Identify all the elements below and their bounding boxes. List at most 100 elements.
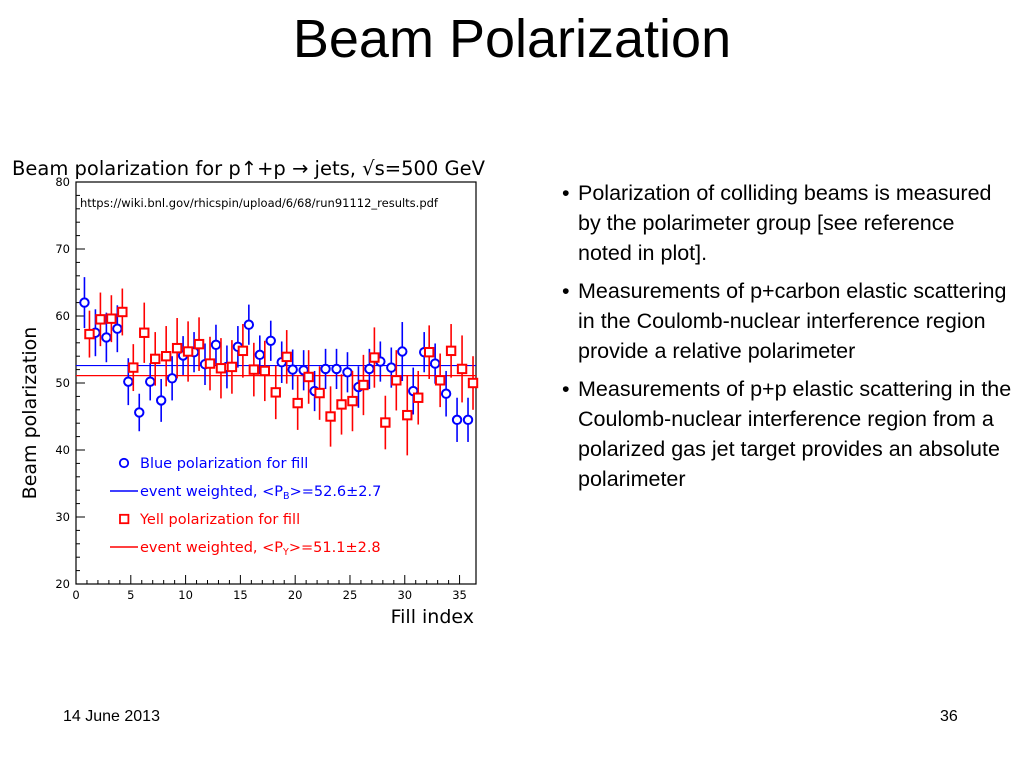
x-tick-label: 10 [178,588,193,602]
axis-ticks: 0 5 10 15 20 25 30 35 20 30 40 50 60 70 80 [55,175,467,602]
yellow-point [270,387,281,398]
bullet-text: Measurements of p+p elastic scattering i… [578,377,1012,491]
reference-url: https://wiki.bnl.gov/rhicspin/upload/6/6… [80,196,439,210]
y-tick-label: 40 [55,443,70,457]
x-tick-label: 25 [343,588,358,602]
bullet-text: Measurements of p+carbon elastic scatter… [578,279,1007,363]
yellow-point [358,379,369,391]
blue-point [254,349,266,361]
x-tick-label: 20 [288,588,303,602]
chart-legend: Blue polarization for fill event weighted… [110,456,381,558]
legend-label: Yell polarization for fill [139,512,300,528]
yellow-point [193,338,205,350]
yellow-point [281,351,292,363]
yellow-point [150,353,161,365]
blue-point [331,363,342,375]
blue-point [287,364,298,375]
y-tick-label: 20 [55,577,70,591]
blue-point [440,388,452,399]
legend-label-prefix: event weighted, <P [140,540,283,556]
blue-point [429,358,441,369]
footer-date: 14 June 2013 [63,708,160,725]
bullet-dot: • [562,279,570,303]
y-tick-label: 50 [55,376,70,390]
x-axis-label: Fill index [391,606,474,628]
blue-point [397,346,408,357]
yellow-point [84,328,95,340]
yellow-point [204,358,216,369]
y-tick-label: 30 [55,510,70,524]
x-tick-label: 5 [127,588,134,602]
yellow-point [325,411,336,422]
blue-point [123,376,134,387]
yellow-point [95,314,106,325]
blue-point [155,395,167,406]
yellow-point [456,363,468,375]
yellow-point [423,346,435,358]
yellow-point [347,395,358,407]
bullet-dot: • [562,377,570,401]
blue-point [462,414,474,426]
yellow-point [128,362,139,373]
blue-point [79,297,90,308]
yellow-point [467,377,479,389]
blue-point [112,323,123,334]
legend-label: Blue polarization for fill [140,456,308,472]
yellow-point [413,392,424,403]
blue-point [386,362,397,373]
blue-point [451,414,463,426]
yellow-point [336,399,347,410]
yellow-point [303,371,314,383]
legend-label-subscript: B [283,491,290,502]
yellow-point [248,364,260,375]
data-points [79,277,479,456]
yellow-point [402,409,413,421]
blue-point [101,332,112,343]
yellow-point [434,375,446,386]
y-tick-label: 60 [55,309,70,323]
y-tick-label: 70 [55,242,70,256]
x-tick-label: 30 [397,588,412,602]
yellow-point [139,327,150,338]
yellow-point [171,342,183,354]
y-tick-label: 80 [55,175,70,189]
bullet-item: • Measurements of p+p elastic scattering… [562,374,1012,494]
legend-label-suffix: >=52.6±2.7 [290,484,382,500]
page-number: 36 [940,708,958,725]
bullet-list: • Polarization of colliding beams is mea… [562,178,1012,502]
polarization-plot: Beam polarization for p↑+p → jets, √s=50… [8,145,548,635]
blue-point [364,363,375,375]
legend-label: event weighted, <PB>=52.6±2.7 [140,484,381,502]
yellow-point [391,375,402,386]
chart-title: Beam polarization for p↑+p → jets, √s=50… [12,157,486,180]
x-tick-label: 0 [72,588,79,602]
yellow-point [106,313,117,324]
yellow-point [226,361,238,373]
blue-point [210,339,222,351]
yellow-point [160,351,172,362]
yellow-point [117,306,128,318]
yellow-point [182,346,194,357]
slide-title: Beam Polarization [292,9,732,69]
y-axis-label: Beam polarization [19,327,41,500]
yellow-point [237,345,249,357]
blue-point [145,376,156,387]
blue-point [265,335,276,346]
yellow-point [215,363,227,374]
yellow-point [314,387,325,399]
x-tick-label: 35 [452,588,467,602]
bullet-item: • Polarization of colliding beams is mea… [562,178,1012,268]
x-tick-label: 15 [233,588,248,602]
yellow-point [380,417,391,428]
blue-point [166,373,178,384]
legend-blue-marker [118,457,130,469]
legend-label-prefix: event weighted, <P [140,484,283,500]
yellow-point [292,397,303,409]
yellow-point [445,345,457,357]
legend-label-subscript: Y [282,547,289,558]
blue-point [243,319,255,330]
blue-point [134,407,145,418]
blue-point [320,363,331,375]
bullet-dot: • [562,181,570,205]
yellow-point [259,365,271,377]
